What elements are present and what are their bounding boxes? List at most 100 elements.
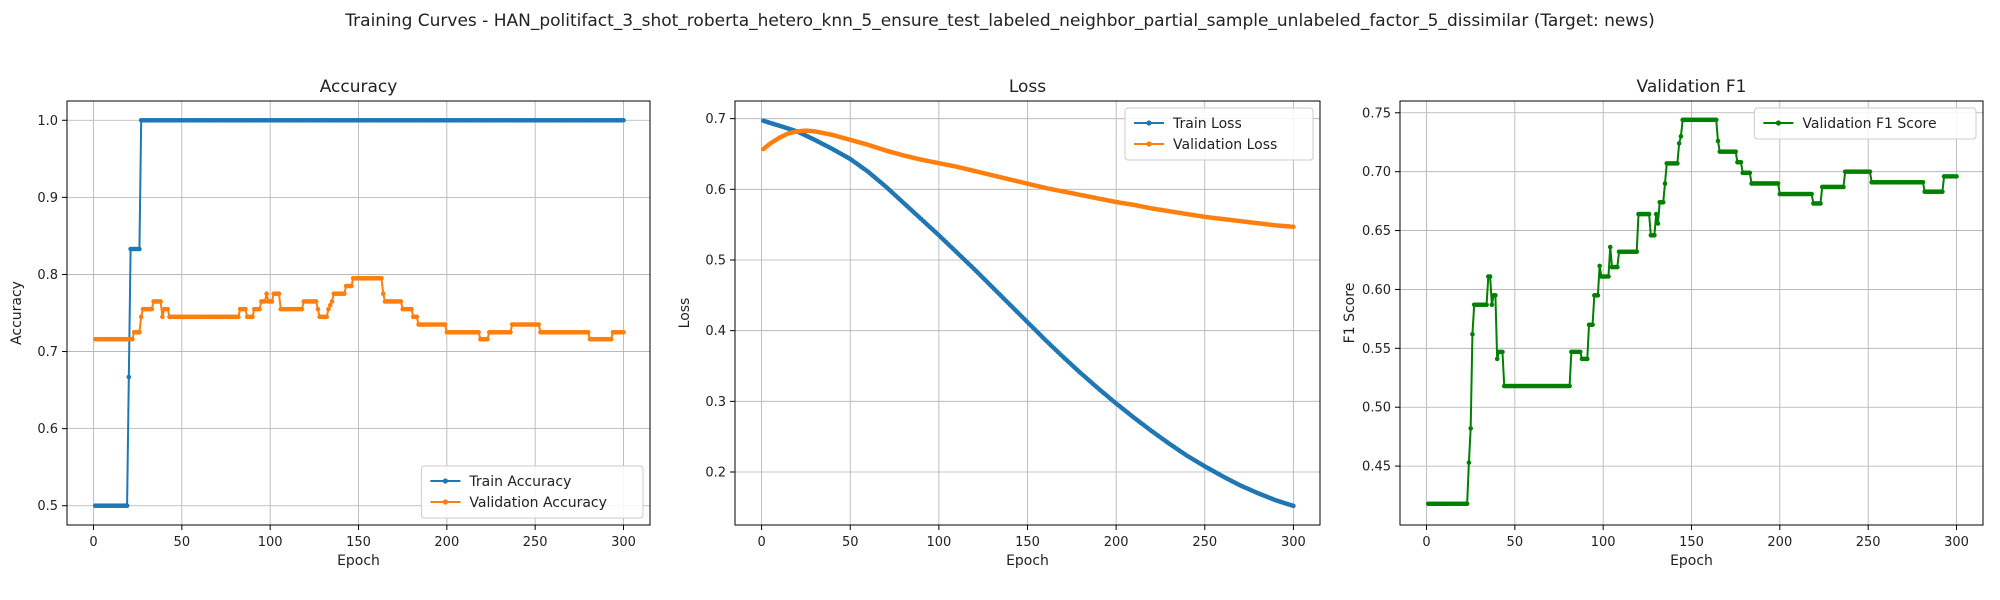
accuracy-ytick-label: 1.0 [37, 114, 58, 129]
accuracy-validation-accuracy-point [236, 314, 241, 320]
validation-f1-validation-f1-score-point [1634, 249, 1640, 255]
loss-xtick-label: 50 [842, 535, 859, 550]
validation-f1-validation-f1-score-point [1920, 179, 1926, 185]
accuracy-validation-accuracy-point [158, 299, 163, 304]
loss-xtick-label: 300 [1281, 535, 1306, 550]
accuracy-ytick-label: 0.9 [37, 191, 58, 206]
accuracy-validation-accuracy-point [257, 306, 262, 312]
validation-f1-validation-f1-score-point [1500, 349, 1505, 355]
loss-ytick-label: 0.6 [705, 183, 726, 198]
accuracy-legend-train-accuracy-marker [442, 478, 448, 484]
loss-subplot: 0 50 100 150 200 250 300 0.2 0.3 0.4 0.5 0.6 0.7 Loss… [677, 77, 1321, 569]
validation-f1-ylabel: F1 Score [1342, 283, 1358, 344]
accuracy-train-accuracy-point [621, 117, 626, 123]
accuracy-validation-accuracy-point [508, 329, 513, 335]
validation-f1-xtick-label: 0 [1422, 535, 1430, 550]
figure-suptitle: Training Curves - HAN_politifact_3_shot_… [344, 11, 1654, 31]
accuracy-validation-accuracy-point [299, 306, 305, 312]
accuracy-validation-accuracy-point [313, 299, 319, 304]
validation-f1-xtick-label: 200 [1767, 535, 1792, 550]
accuracy-legend: Train Accuracy Validation Accuracy [420, 465, 644, 519]
validation-f1-validation-f1-score-point [1775, 181, 1781, 186]
loss-xtick-label: 150 [1015, 535, 1040, 550]
validation-f1-validation-f1-score-point [1715, 138, 1721, 144]
accuracy-validation-accuracy-point [536, 322, 541, 327]
loss-ylabel: Loss [677, 298, 693, 329]
accuracy-legend-train-accuracy-label: Train Accuracy [468, 474, 571, 490]
loss-train-loss-series [761, 118, 1296, 509]
validation-f1-validation-f1-score-point [1652, 232, 1657, 238]
validation-f1-validation-f1-score-series [1425, 117, 1959, 507]
validation-f1-legend: Validation F1 Score [1753, 107, 1977, 140]
validation-f1-xtick-label: 250 [1856, 535, 1881, 550]
validation-f1-validation-f1-score-point [1487, 274, 1493, 279]
validation-f1-validation-f1-score-point [1660, 199, 1666, 205]
accuracy-xtick-label: 100 [258, 535, 283, 550]
validation-f1-subplot: 0 50 100 150 200 250 300 0.45 0.50 0.55 0.60 0.65 0.… [1342, 77, 1984, 569]
validation-f1-validation-f1-score-point [1747, 170, 1753, 176]
validation-f1-xtick-label: 50 [1507, 535, 1524, 550]
accuracy-title: Accuracy [320, 77, 398, 97]
loss-ytick-label: 0.2 [705, 466, 726, 481]
accuracy-legend-box [420, 465, 644, 519]
accuracy-validation-accuracy-point [160, 314, 165, 320]
accuracy-validation-accuracy-point [329, 299, 335, 304]
validation-f1-validation-f1-score-point [1841, 184, 1846, 190]
validation-f1-validation-f1-score-point [1646, 211, 1652, 217]
accuracy-legend-validation-accuracy-label: Validation Accuracy [469, 495, 607, 511]
accuracy-validation-accuracy-point [269, 299, 275, 304]
validation-f1-validation-f1-score-point [1484, 302, 1489, 308]
accuracy-validation-accuracy-series [92, 276, 626, 342]
validation-f1-validation-f1-score-point [1595, 293, 1601, 298]
loss-xlabel: Epoch [1006, 553, 1049, 569]
accuracy-validation-accuracy-point [349, 283, 354, 289]
validation-f1-ytick-label: 0.70 [1362, 165, 1391, 180]
loss-xtick-label: 250 [1192, 535, 1217, 550]
loss-legend-train-loss-marker [1146, 120, 1152, 126]
loss-ytick-label: 0.7 [705, 112, 726, 127]
validation-f1-validation-f1-score-point [1590, 322, 1595, 328]
loss-validation-loss-point [1291, 224, 1296, 230]
loss-legend-validation-loss-label: Validation Loss [1173, 137, 1277, 153]
accuracy-xtick-label: 250 [523, 535, 548, 550]
accuracy-xtick-label: 50 [174, 535, 191, 550]
validation-f1-xtick-label: 100 [1591, 535, 1616, 550]
loss-ytick-label: 0.5 [705, 254, 726, 269]
validation-f1-validation-f1-score-point [1607, 244, 1613, 250]
validation-f1-validation-f1-score-point [1615, 264, 1620, 270]
validation-f1-validation-f1-score-point [1606, 274, 1611, 279]
accuracy-ytick-label: 0.7 [37, 345, 58, 360]
loss-legend: Train Loss Validation Loss [1124, 107, 1314, 161]
validation-f1-validation-f1-score-point [1653, 211, 1659, 217]
accuracy-validation-accuracy-point [485, 336, 490, 342]
accuracy-validation-accuracy-point [409, 306, 414, 312]
accuracy-validation-accuracy-point [442, 322, 448, 327]
validation-f1-validation-f1-score-point [1567, 383, 1572, 389]
loss-train-loss-point [1291, 503, 1296, 509]
validation-f1-xtick-label: 150 [1679, 535, 1704, 550]
validation-f1-ytick-label: 0.55 [1362, 342, 1391, 357]
accuracy-ytick-label: 0.6 [37, 422, 58, 437]
validation-f1-title: Validation F1 [1637, 77, 1747, 97]
accuracy-validation-accuracy-point [380, 291, 386, 297]
validation-f1-validation-f1-score-point [1867, 169, 1873, 174]
validation-f1-validation-f1-score-point [1577, 349, 1583, 355]
accuracy-legend-validation-accuracy-marker [442, 499, 448, 505]
validation-f1-validation-f1-score-point [1678, 134, 1684, 139]
accuracy-ylabel: Accuracy [9, 281, 25, 345]
accuracy-validation-accuracy-point [324, 314, 330, 320]
loss-validation-loss-series [761, 128, 1296, 230]
accuracy-validation-accuracy-point [398, 299, 404, 304]
accuracy-validation-accuracy-point [327, 302, 333, 308]
validation-f1-validation-f1-score-point [1713, 117, 1719, 123]
validation-f1-ytick-label: 0.50 [1362, 401, 1391, 416]
validation-f1-validation-f1-score-point [1662, 181, 1668, 186]
accuracy-subplot: 0 50 100 150 200 250 300 0.5 0.6 0.7 0.8 0.9 1.0 Accu… [9, 77, 651, 569]
validation-f1-validation-f1-score-point [1940, 189, 1945, 194]
accuracy-validation-accuracy-point [264, 291, 269, 297]
accuracy-validation-accuracy-point [414, 314, 420, 320]
validation-f1-validation-f1-score-point [1738, 159, 1744, 165]
accuracy-train-accuracy-point [126, 374, 132, 380]
accuracy-train-accuracy-point [124, 503, 130, 509]
validation-f1-validation-f1-score-point [1584, 356, 1590, 362]
